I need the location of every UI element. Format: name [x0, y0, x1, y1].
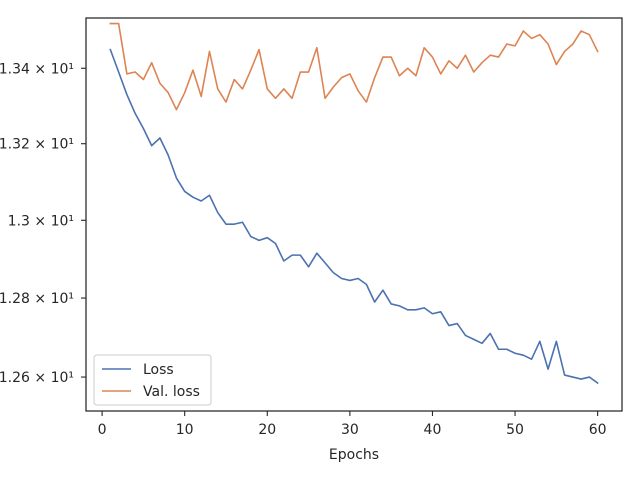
x-tick-label: 50: [506, 422, 524, 438]
x-tick-label: 20: [258, 422, 276, 438]
y-tick-label: 1.26 × 10¹: [0, 370, 74, 386]
plot-frame: [85, 17, 623, 412]
series-line-val-loss: [109, 22, 599, 111]
y-tick-label: 1.3 × 10¹: [8, 213, 74, 229]
legend-label-loss: Loss: [143, 362, 174, 378]
x-axis-label: Epochs: [329, 447, 379, 463]
x-tick-label: 40: [424, 422, 442, 438]
y-tick-label: 1.34 × 10¹: [0, 61, 74, 77]
x-tick-label: 30: [341, 422, 359, 438]
x-axis: 0 10 20 30 40 50 60: [98, 411, 607, 438]
x-tick-label: 10: [176, 422, 194, 438]
x-tick-label: 60: [589, 422, 607, 438]
y-axis: 1.26 × 10¹ 1.28 × 10¹ 1.3 × 10¹ 1.32 × 10¹ 1…: [0, 61, 86, 386]
legend-label-val-loss: Val. loss: [143, 384, 200, 400]
y-tick-label: 1.32 × 10¹: [0, 137, 74, 153]
legend: Loss Val. loss: [93, 354, 212, 406]
legend-box: [93, 354, 212, 406]
x-tick-label: 0: [98, 422, 107, 438]
series-line-loss: [109, 48, 599, 385]
y-tick-label: 1.28 × 10¹: [0, 291, 74, 307]
series-layer: [109, 22, 599, 385]
